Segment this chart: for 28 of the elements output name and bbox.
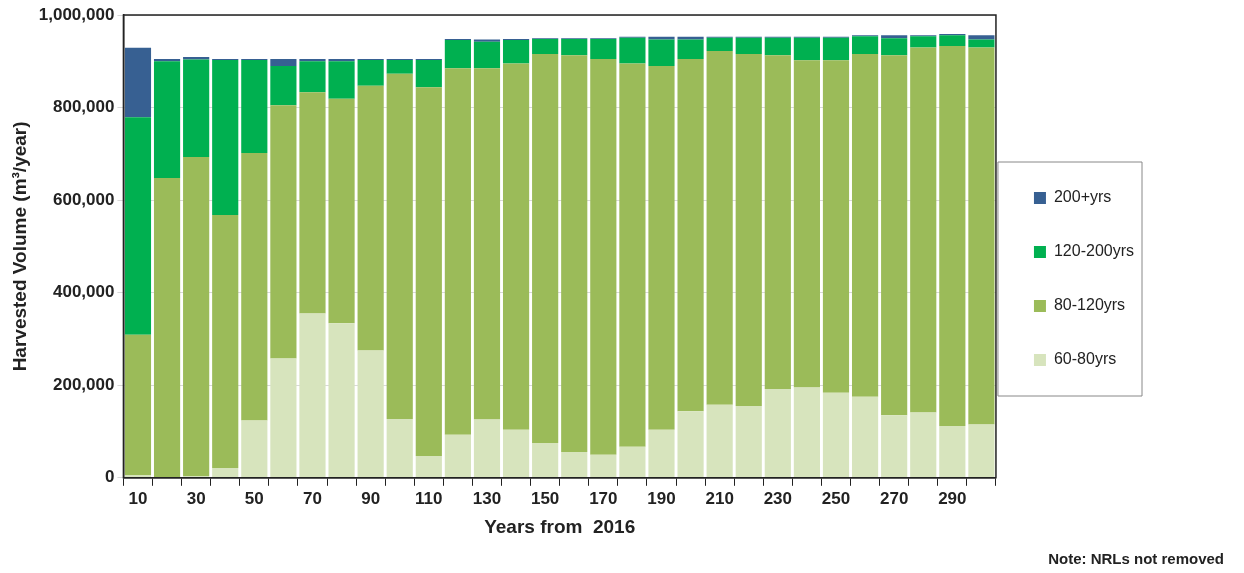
x-tick-label: 290 [938,488,967,508]
legend-label: 80-120yrs [1053,296,1126,314]
x-tick-label: 90 [361,488,381,508]
x-tick-label: 70 [303,488,322,508]
x-tick-label: 170 [589,488,618,508]
x-tick-label: 130 [472,488,502,508]
y-tick-label: 200,000 [52,374,115,394]
y-tick-label: 800,000 [52,97,115,117]
legend-label: 120-200yrs [1053,242,1134,260]
x-tick-label: 270 [879,488,909,508]
x-tick-label: 150 [530,488,560,508]
legend-label: 200+yrs [1053,188,1112,206]
text: Note: NRLs not removed [1048,550,1224,567]
x-tick-label: 230 [763,488,793,508]
y-tick-label: 0 [104,467,115,487]
y-tick-label: 1,000,000 [38,4,115,24]
x-tick-label: 10 [128,488,148,508]
x-tick-label: 110 [415,488,443,508]
y-tick-label: 400,000 [52,282,115,302]
y-axis-title: Harvested Volume (m³/year) [8,121,30,372]
x-axis-title: Years from 2016 [484,515,636,537]
y-tick-label: 600,000 [52,189,115,209]
x-tick-label: 210 [705,488,734,508]
x-tick-label: 250 [821,488,851,508]
x-tick-label: 50 [244,488,264,508]
legend-label: 60-80yrs [1053,350,1117,368]
x-tick-label: 30 [186,488,206,508]
x-tick-label: 190 [647,488,676,508]
